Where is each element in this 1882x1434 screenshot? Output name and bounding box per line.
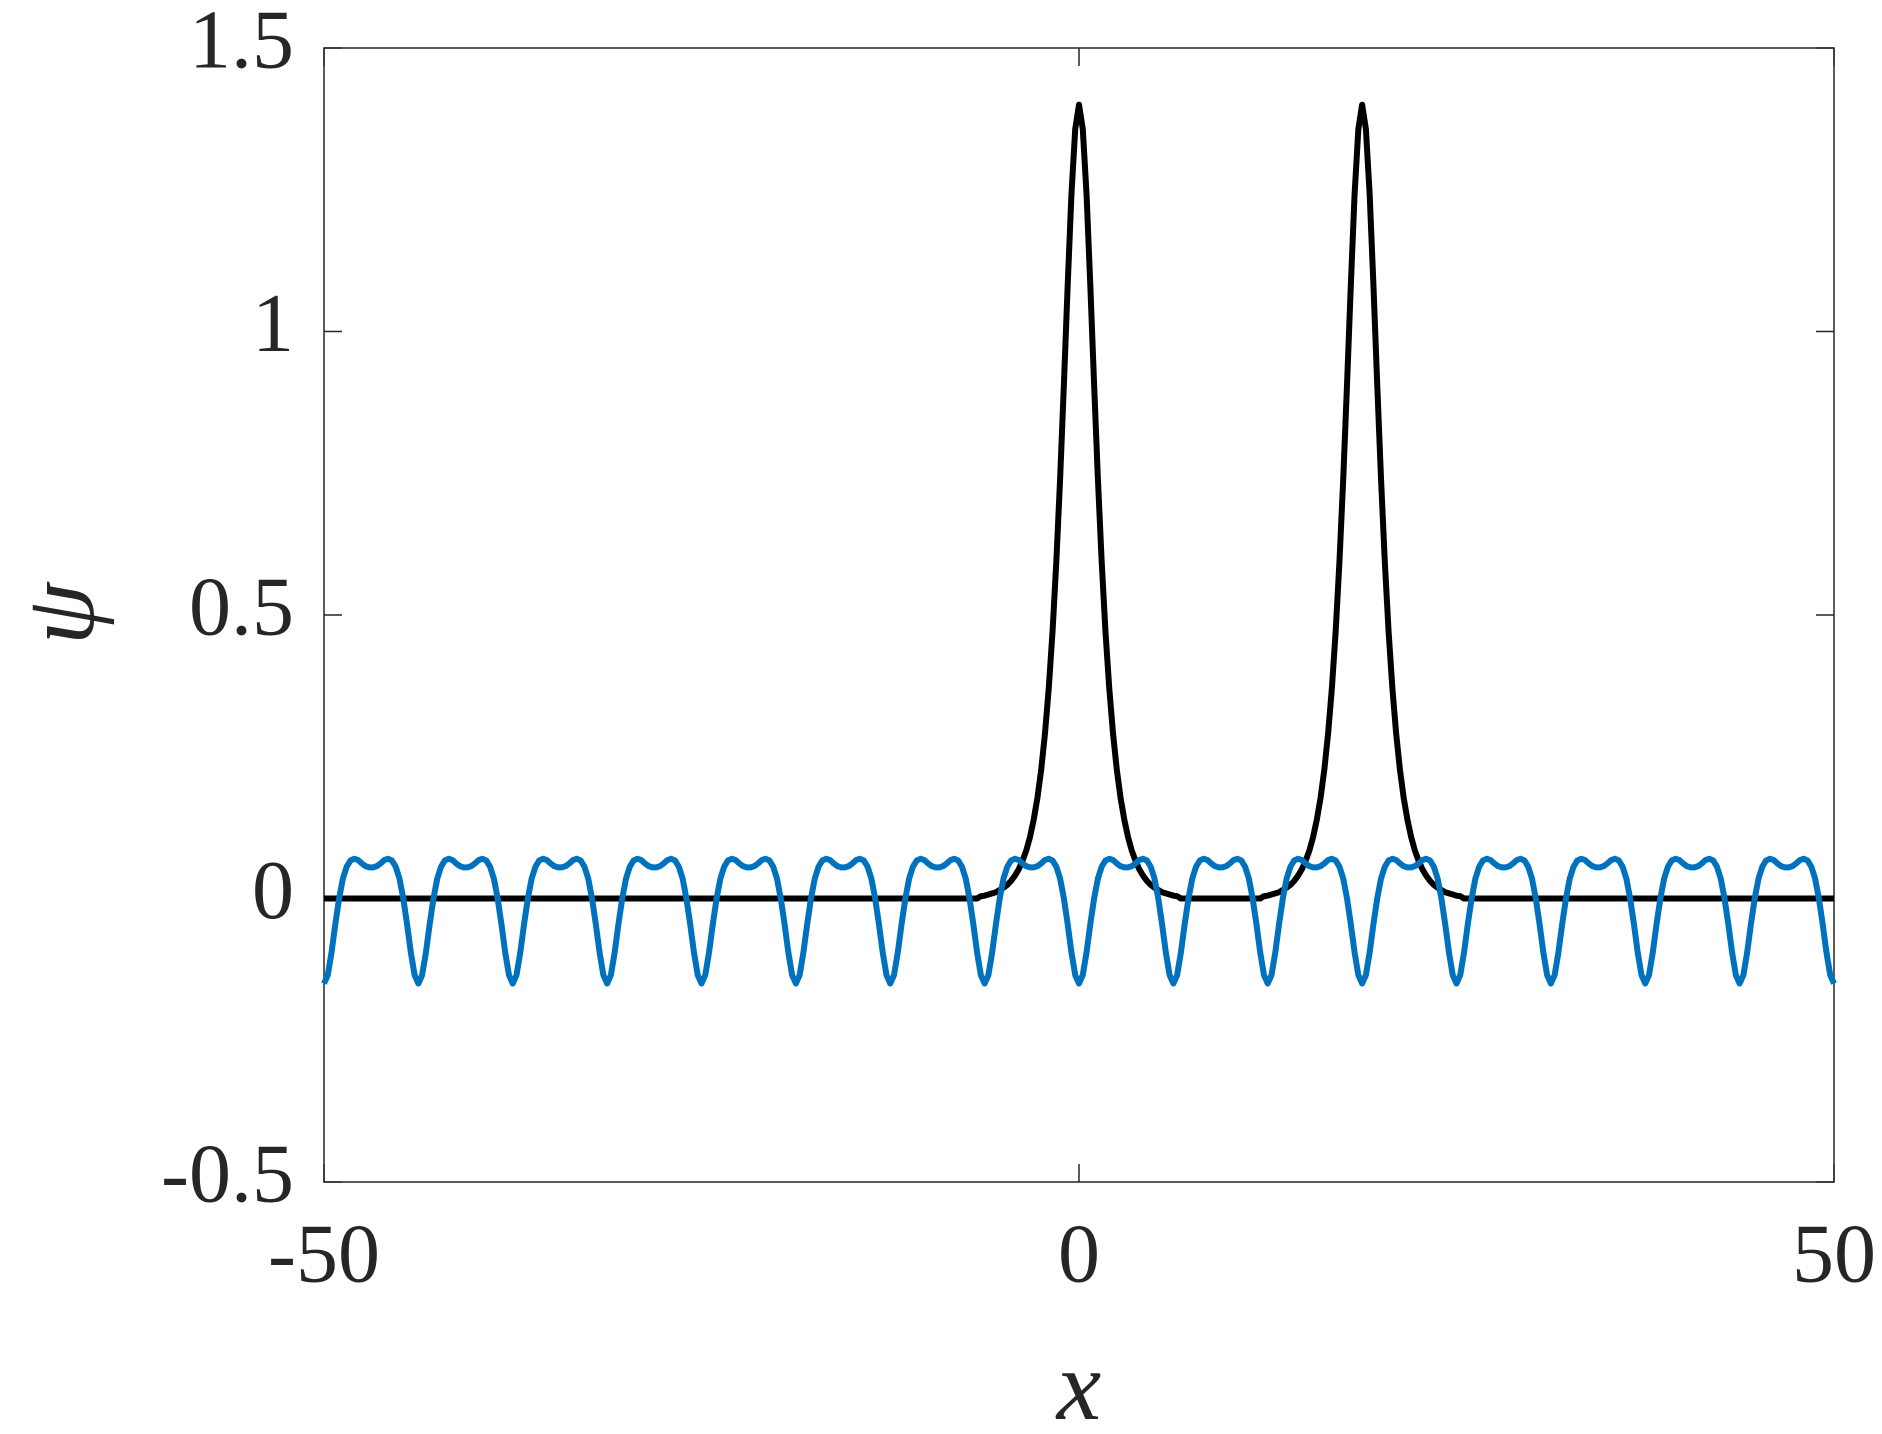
x-axis-label: x — [1055, 1330, 1101, 1434]
data-line — [321, 855, 1837, 987]
data-line — [324, 101, 1834, 902]
x-tick-label: 0 — [1058, 1207, 1100, 1300]
y-tick-label: 0 — [252, 844, 294, 937]
x-tick-label: -50 — [268, 1207, 380, 1300]
y-tick-label: 1.5 — [189, 0, 294, 86]
plot-frame — [323, 47, 1835, 1183]
y-axis-label: ψ — [4, 581, 115, 645]
x-tick-label: 50 — [1792, 1207, 1876, 1300]
y-tick-label: 1 — [252, 277, 294, 370]
y-tick-label: -0.5 — [161, 1127, 294, 1220]
y-tick-label: 0.5 — [189, 560, 294, 653]
